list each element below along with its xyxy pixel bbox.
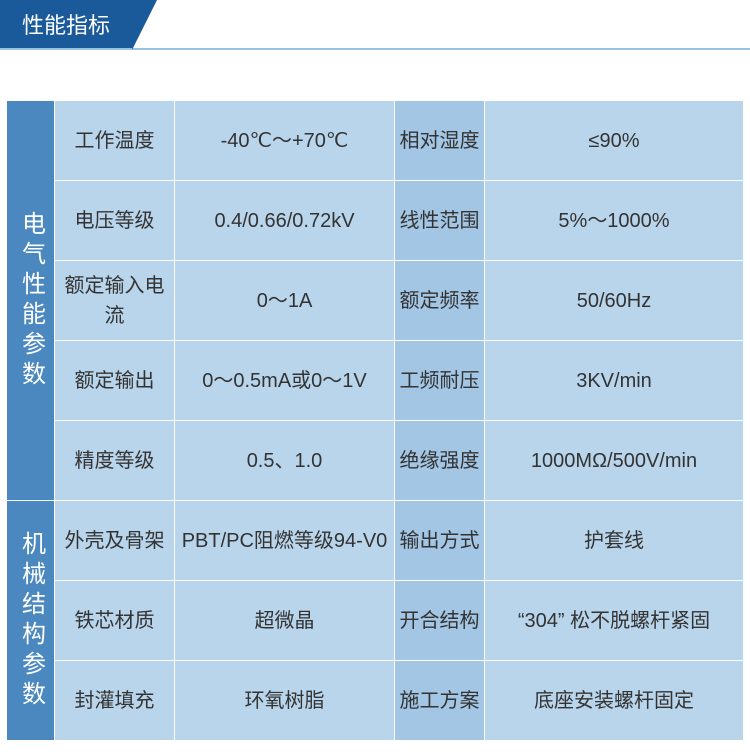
table-row: 机械结构参数 外壳及骨架 PBT/PC阻燃等级94-V0 输出方式 护套线 xyxy=(7,501,744,581)
param-label: 工作温度 xyxy=(55,101,175,181)
param-value: 0～1A xyxy=(175,261,395,341)
param-label: 铁芯材质 xyxy=(55,581,175,661)
section-title-tab: 性能指标 xyxy=(0,0,132,48)
param-value: 0～0.5mA或0～1V xyxy=(175,341,395,421)
table-row: 封灌填充 环氧树脂 施工方案 底座安装螺杆固定 xyxy=(7,661,744,741)
param-value: 5%～1000% xyxy=(485,181,744,261)
param-value: 1000MΩ/500V/min xyxy=(485,421,744,501)
param-value: 环氧树脂 xyxy=(175,661,395,741)
table-row: 精度等级 0.5、1.0 绝缘强度 1000MΩ/500V/min xyxy=(7,421,744,501)
param-label: 开合结构 xyxy=(395,581,485,661)
param-label: 封灌填充 xyxy=(55,661,175,741)
spec-table-container: 电气性能参数 工作温度 -40℃～+70℃ 相对湿度 ≤90% 电压等级 0.4… xyxy=(0,50,750,747)
param-value: 超微晶 xyxy=(175,581,395,661)
section-header: 性能指标 xyxy=(0,0,750,50)
param-label: 外壳及骨架 xyxy=(55,501,175,581)
section-title: 性能指标 xyxy=(22,8,110,40)
category-mechanical: 机械结构参数 xyxy=(7,501,55,741)
param-value: 3KV/min xyxy=(485,341,744,421)
param-value: “304” 松不脱螺杆紧固 xyxy=(485,581,744,661)
table-row: 铁芯材质 超微晶 开合结构 “304” 松不脱螺杆紧固 xyxy=(7,581,744,661)
param-label: 电压等级 xyxy=(55,181,175,261)
spec-table: 电气性能参数 工作温度 -40℃～+70℃ 相对湿度 ≤90% 电压等级 0.4… xyxy=(6,100,744,741)
param-value: -40℃～+70℃ xyxy=(175,101,395,181)
param-label: 线性范围 xyxy=(395,181,485,261)
param-value: ≤90% xyxy=(485,101,744,181)
param-value: PBT/PC阻燃等级94-V0 xyxy=(175,501,395,581)
param-value: 0.5、1.0 xyxy=(175,421,395,501)
category-electrical: 电气性能参数 xyxy=(7,101,55,501)
param-label: 相对湿度 xyxy=(395,101,485,181)
param-label: 输出方式 xyxy=(395,501,485,581)
param-label: 精度等级 xyxy=(55,421,175,501)
param-label: 额定输入电流 xyxy=(55,261,175,341)
table-row: 额定输出 0～0.5mA或0～1V 工频耐压 3KV/min xyxy=(7,341,744,421)
param-value: 护套线 xyxy=(485,501,744,581)
param-label: 绝缘强度 xyxy=(395,421,485,501)
param-value: 50/60Hz xyxy=(485,261,744,341)
table-row: 电气性能参数 工作温度 -40℃～+70℃ 相对湿度 ≤90% xyxy=(7,101,744,181)
table-row: 电压等级 0.4/0.66/0.72kV 线性范围 5%～1000% xyxy=(7,181,744,261)
param-label: 额定输出 xyxy=(55,341,175,421)
table-row: 额定输入电流 0～1A 额定频率 50/60Hz xyxy=(7,261,744,341)
param-label: 工频耐压 xyxy=(395,341,485,421)
param-value: 底座安装螺杆固定 xyxy=(485,661,744,741)
param-value: 0.4/0.66/0.72kV xyxy=(175,181,395,261)
param-label: 额定频率 xyxy=(395,261,485,341)
param-label: 施工方案 xyxy=(395,661,485,741)
